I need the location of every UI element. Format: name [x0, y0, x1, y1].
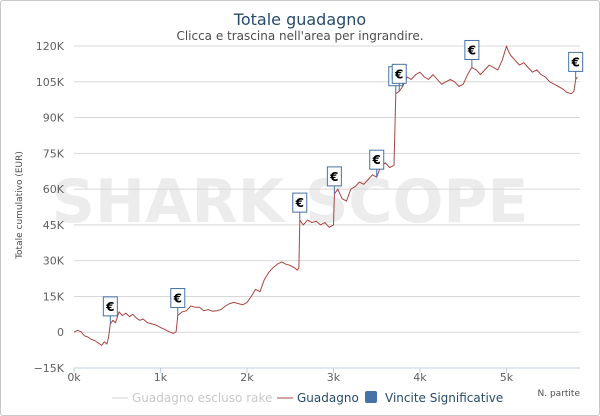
x-tick-label: 3k [327, 371, 341, 384]
svg-text:€: € [295, 196, 304, 210]
y-tick-label: 45K [43, 219, 65, 232]
y-axis: −15K 0 15K 30K 45K 60K 75K 90K 105K 120K [34, 40, 65, 375]
significant-win-marker[interactable]: € [102, 296, 118, 324]
legend-label: Guadagno escluso rake [132, 391, 272, 405]
markers-layer: €€€€€€€€€ [102, 39, 584, 324]
significant-win-marker[interactable]: € [292, 192, 308, 221]
plot-area[interactable] [73, 45, 578, 346]
chart-subtitle: Clicca e trascina nell'area per ingrandi… [176, 29, 423, 43]
legend-label: Vincite Significative [385, 391, 503, 405]
significant-win-marker[interactable]: € [391, 63, 407, 92]
svg-text:€: € [394, 67, 403, 81]
x-tick-label: 0k [67, 371, 81, 384]
y-tick-label: 120K [36, 40, 65, 53]
legend: Guadagno escluso rake Guadagno Vincite S… [112, 391, 503, 405]
svg-text:€: € [329, 170, 338, 184]
svg-text:€: € [372, 153, 381, 167]
svg-text:€: € [105, 300, 114, 314]
y-tick-label: 90K [43, 112, 65, 125]
legend-item-guadagno-escluso-rake[interactable]: Guadagno escluso rake [112, 391, 272, 405]
significant-win-marker[interactable]: € [568, 51, 584, 80]
y-tick-label: 15K [43, 290, 65, 303]
y-tick-label: 105K [36, 76, 65, 89]
y-tick-label: 75K [43, 147, 65, 160]
y-tick-label: 60K [43, 183, 65, 196]
y-axis-title: Totale cumulativo (EUR) [15, 151, 25, 260]
svg-text:€: € [467, 43, 476, 57]
legend-item-vincite-significative[interactable]: Vincite Significative [365, 391, 503, 405]
x-tick-label: 2k [240, 371, 254, 384]
svg-text:€: € [570, 55, 579, 69]
significant-win-marker[interactable]: € [464, 39, 480, 68]
y-tick-label: 0 [57, 326, 64, 339]
x-tick-label: 5k [500, 371, 514, 384]
x-axis: 0k 1k 2k 3k 4k 5k [67, 367, 580, 384]
significant-win-marker[interactable]: € [326, 166, 342, 194]
watermark: SHARK SCOPE [52, 167, 529, 237]
significant-win-marker[interactable]: € [369, 149, 385, 178]
legend-item-guadagno[interactable]: Guadagno [277, 391, 359, 405]
x-tick-label: 4k [413, 371, 427, 384]
x-tick-label: 1k [154, 371, 168, 384]
x-axis-title: N. partite [538, 389, 581, 399]
y-tick-label: 30K [43, 255, 65, 268]
legend-label: Guadagno [297, 391, 359, 405]
legend-symbol [365, 391, 377, 403]
y-tick-label: −15K [34, 362, 65, 375]
series-line-guadagno[interactable] [73, 45, 578, 346]
svg-text:€: € [173, 292, 182, 306]
chart-title: Totale guadagno [233, 10, 366, 29]
significant-win-marker[interactable]: € [170, 288, 186, 316]
